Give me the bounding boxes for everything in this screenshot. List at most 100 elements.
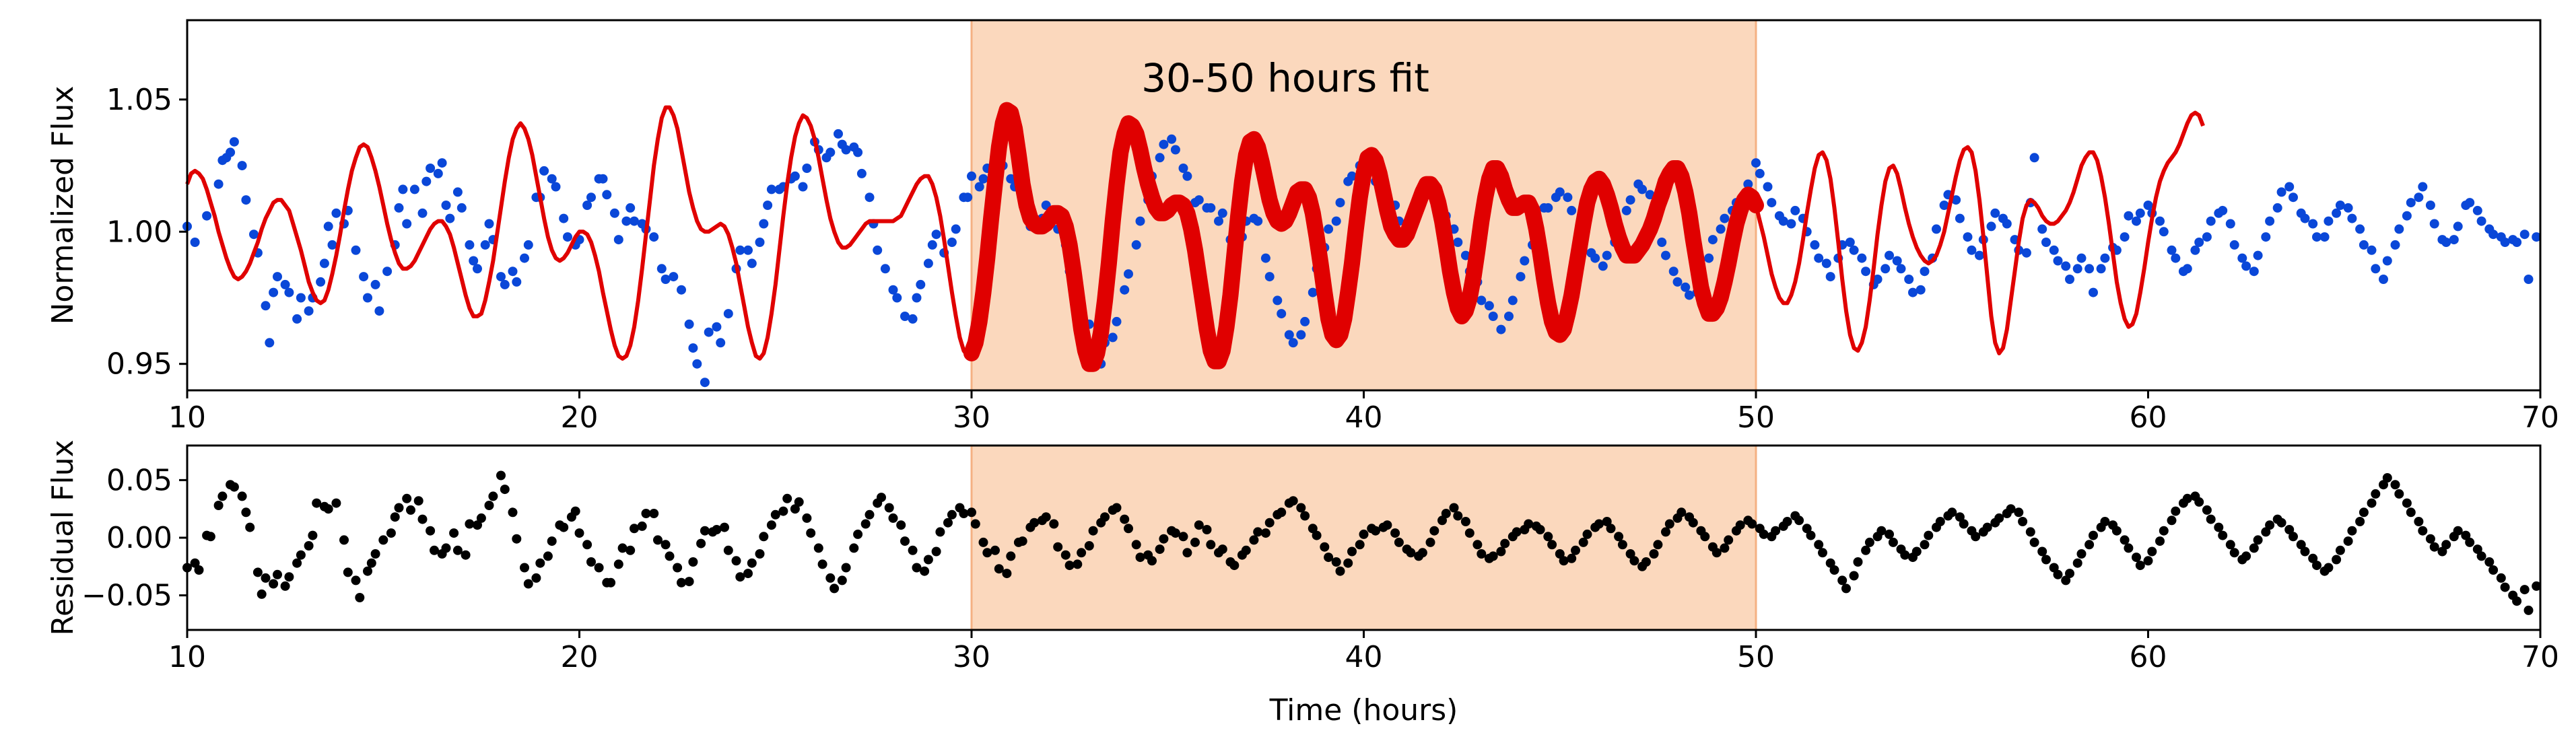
data-point-231 xyxy=(1535,525,1545,534)
data-point-138 xyxy=(990,545,1000,555)
data-point-387 xyxy=(2453,526,2463,536)
data-point-335 xyxy=(2147,546,2157,557)
data-point-227 xyxy=(1512,527,1522,537)
data-point-191 xyxy=(1300,511,1310,521)
data-point-197 xyxy=(1335,566,1345,576)
data-point-180 xyxy=(1214,216,1223,226)
data-point-100 xyxy=(766,520,776,530)
data-point-161 xyxy=(1124,524,1133,534)
top-y-axis-label: Normalized Flux xyxy=(46,86,80,325)
data-point-326 xyxy=(2072,264,2082,274)
data-point-378 xyxy=(2379,275,2388,284)
data-point-17 xyxy=(280,581,290,591)
y-tick-label: 0.95 xyxy=(106,347,172,382)
data-point-163 xyxy=(1135,553,1145,563)
data-point-321 xyxy=(2065,569,2074,579)
data-point-314 xyxy=(2025,527,2035,537)
data-point-273 xyxy=(1763,182,1773,192)
data-point-374 xyxy=(2379,480,2388,490)
data-point-54 xyxy=(496,470,506,481)
data-point-53 xyxy=(488,491,498,501)
data-point-302 xyxy=(1955,512,1965,522)
data-point-183 xyxy=(1253,527,1263,537)
data-point-76 xyxy=(613,235,623,245)
data-point-368 xyxy=(2319,232,2330,242)
data-point-145 xyxy=(1029,518,1040,528)
data-point-114 xyxy=(849,543,859,553)
data-point-353 xyxy=(2253,535,2263,545)
data-point-207 xyxy=(1394,537,1404,547)
data-point-49 xyxy=(465,519,475,529)
data-point-282 xyxy=(1837,575,1848,586)
x-tick-label: 70 xyxy=(2521,400,2559,435)
data-point-271 xyxy=(1771,526,1781,536)
data-point-179 xyxy=(1229,561,1240,571)
data-point-97 xyxy=(743,245,753,255)
data-point-232 xyxy=(1520,256,1530,266)
data-point-334 xyxy=(2143,556,2153,566)
data-point-215 xyxy=(1441,509,1451,518)
data-point-369 xyxy=(2324,216,2334,226)
data-point-23 xyxy=(319,258,329,269)
data-point-263 xyxy=(1704,253,1714,263)
bottom-y-ticks: 0.05 0.00 −0.05 xyxy=(81,463,187,613)
data-point-374 xyxy=(2355,224,2365,234)
data-point-109 xyxy=(817,559,827,569)
data-point-187 xyxy=(1253,216,1263,226)
data-point-173 xyxy=(1194,520,1204,530)
data-point-333 xyxy=(2135,561,2145,571)
data-point-227 xyxy=(1488,312,1498,321)
data-point-320 xyxy=(2061,575,2071,586)
data-point-69 xyxy=(582,540,592,550)
data-point-127 xyxy=(912,293,922,303)
x-tick-label: 60 xyxy=(2130,400,2167,435)
data-point-195 xyxy=(1300,316,1310,326)
data-point-196 xyxy=(1331,557,1341,567)
data-point-190 xyxy=(1273,295,1283,306)
data-point-265 xyxy=(1735,520,1745,530)
y-tick-label: 1.00 xyxy=(106,215,172,249)
data-point-192 xyxy=(1284,330,1294,340)
data-point-3 xyxy=(213,179,224,189)
data-point-283 xyxy=(1841,583,1851,594)
data-point-269 xyxy=(1759,529,1769,539)
data-point-397 xyxy=(2488,229,2499,240)
data-point-258 xyxy=(1672,277,1683,287)
data-point-95 xyxy=(735,572,745,582)
data-point-303 xyxy=(1959,519,1969,529)
data-point-127 xyxy=(923,555,933,565)
data-point-40 xyxy=(417,208,428,218)
data-point-22 xyxy=(308,530,318,540)
data-point-392 xyxy=(2484,557,2495,567)
data-point-332 xyxy=(2132,553,2141,563)
data-point-211 xyxy=(1417,548,1427,558)
data-point-271 xyxy=(1751,158,1761,168)
data-point-105 xyxy=(794,497,804,507)
data-point-362 xyxy=(2308,553,2318,563)
data-point-175 xyxy=(1182,171,1192,181)
fit-annotation: 30-50 hours fit xyxy=(1141,55,1429,101)
data-point-42 xyxy=(426,526,436,536)
data-point-90 xyxy=(700,378,710,388)
data-point-65 xyxy=(559,522,569,532)
data-point-144 xyxy=(1006,174,1016,184)
data-point-233 xyxy=(1547,540,1557,550)
data-point-266 xyxy=(1720,213,1730,223)
data-point-377 xyxy=(2394,489,2404,499)
bottom-x-ticks: 10 20 30 40 50 60 70 xyxy=(168,630,2559,674)
data-point-34 xyxy=(378,535,388,545)
data-point-82 xyxy=(660,540,671,550)
x-tick-label: 20 xyxy=(561,640,599,674)
data-point-308 xyxy=(1967,245,1977,255)
data-point-348 xyxy=(2225,540,2235,550)
data-point-35 xyxy=(386,528,396,538)
data-point-231 xyxy=(1516,272,1526,282)
data-point-15 xyxy=(269,579,279,589)
data-point-222 xyxy=(1460,250,1470,260)
data-point-206 xyxy=(1390,528,1400,538)
data-point-120 xyxy=(884,503,894,513)
data-point-26 xyxy=(331,498,341,508)
data-point-19 xyxy=(296,293,306,303)
data-point-135 xyxy=(970,519,980,529)
data-point-98 xyxy=(755,549,765,559)
